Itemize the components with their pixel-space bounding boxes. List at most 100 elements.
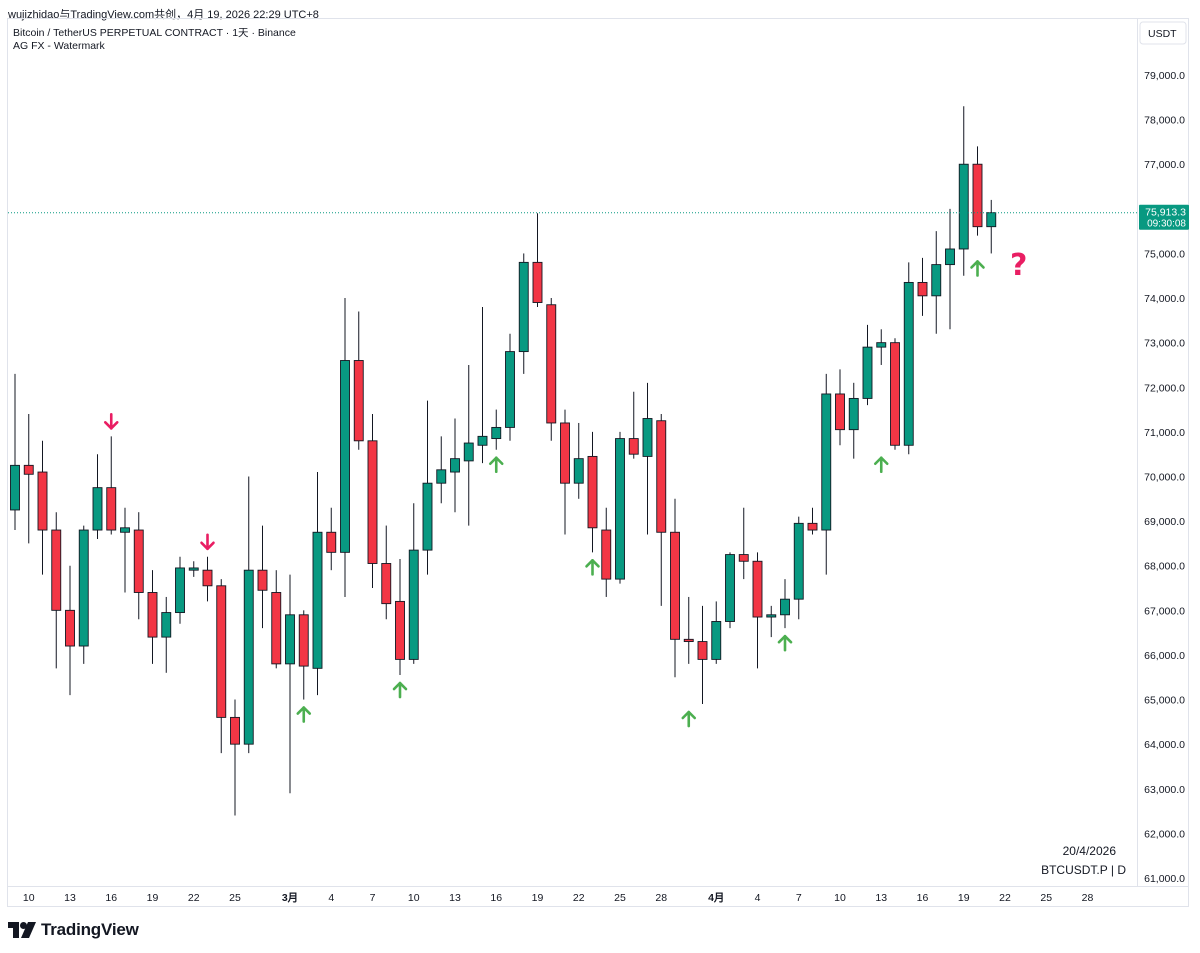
candle[interactable] [725,552,735,629]
arrow-up-head [296,706,312,715]
candle[interactable] [450,418,460,513]
candle[interactable] [175,556,185,624]
candle[interactable] [133,512,144,620]
candle[interactable] [312,472,323,696]
candle[interactable] [793,516,804,620]
candle[interactable] [780,579,790,629]
candle[interactable] [422,400,433,575]
candle[interactable] [257,525,268,629]
candle[interactable] [92,454,103,539]
candle[interactable] [147,570,158,664]
candle[interactable] [697,605,708,705]
candle[interactable] [807,507,818,535]
candle-body [738,554,749,562]
candle[interactable] [752,552,763,669]
candle[interactable] [298,610,309,700]
candle-body [477,435,488,446]
watermark-symbol: BTCUSDT.P | D [1041,863,1126,877]
candle[interactable] [656,414,667,606]
candle[interactable] [326,507,337,571]
candle[interactable] [505,333,515,441]
time-tick-label: 19 [532,892,544,904]
candle[interactable] [738,507,749,580]
candle[interactable] [972,146,983,236]
candle-body [161,612,172,638]
price-tick-label: 74,000.0 [1144,293,1185,305]
candle-body [670,531,680,640]
annotations: ? [103,248,1027,728]
candle[interactable] [353,311,364,450]
candle-body [326,531,337,553]
candle[interactable] [202,556,213,602]
candle[interactable] [106,436,117,535]
candle[interactable] [436,436,447,504]
candle-body [436,469,447,484]
candle-body [216,585,227,718]
candle[interactable] [532,213,543,307]
last-price-badge-bg [1139,204,1189,230]
candle[interactable] [945,208,955,330]
candle[interactable] [821,373,832,575]
candle[interactable] [615,431,625,584]
candle[interactable] [573,422,584,499]
candle[interactable] [560,409,570,535]
candle[interactable] [903,262,914,455]
tradingview-logo[interactable]: TradingView [8,920,139,940]
candle[interactable] [120,507,130,593]
candle[interactable] [835,369,845,446]
candle[interactable] [367,414,378,589]
candle[interactable] [917,257,928,316]
candle[interactable] [931,231,942,334]
candle[interactable] [216,579,227,754]
candle[interactable] [78,525,89,664]
candle[interactable] [408,503,419,664]
candle[interactable] [491,409,502,450]
candle[interactable] [587,431,598,553]
candle-body [491,426,502,440]
candle[interactable] [381,525,392,620]
candle[interactable] [37,440,48,575]
candle[interactable] [23,414,34,544]
candle[interactable] [10,373,20,531]
candle[interactable] [518,253,529,374]
currency-button[interactable]: USDT [1139,21,1187,45]
time-tick-label: 28 [1082,892,1094,904]
chart-frame[interactable] [7,18,1189,907]
price-tick-label: 73,000.0 [1144,338,1185,350]
candle[interactable] [243,476,254,754]
candle[interactable] [340,298,350,597]
candle-body [642,418,653,457]
candle[interactable] [670,498,680,678]
candle-body [917,281,928,297]
time-tick-label: 10 [23,892,35,904]
candle[interactable] [477,306,488,464]
candle[interactable] [890,338,900,450]
candle[interactable] [642,382,653,535]
candle[interactable] [65,565,75,696]
candle[interactable] [766,605,777,638]
candle-body [298,614,309,667]
candle[interactable] [848,382,859,459]
candle[interactable] [271,570,282,669]
candle[interactable] [463,364,474,526]
candle[interactable] [876,329,887,365]
candle[interactable] [395,559,405,676]
candle[interactable] [230,699,240,816]
candle[interactable] [628,391,639,459]
indicator-name: AG FX - Watermark [13,40,106,52]
candle-body [202,569,213,587]
candle[interactable] [188,561,199,577]
price-tick-label: 64,000.0 [1144,739,1185,751]
candle[interactable] [986,199,997,254]
candle-body [587,455,598,529]
candle[interactable] [601,507,612,597]
candle[interactable] [546,298,557,441]
candle[interactable] [285,574,295,794]
candle[interactable] [51,512,62,669]
candle[interactable] [958,106,969,276]
candle[interactable] [683,596,694,664]
candle[interactable] [161,596,172,673]
candle[interactable] [711,601,722,664]
candle[interactable] [862,324,873,406]
